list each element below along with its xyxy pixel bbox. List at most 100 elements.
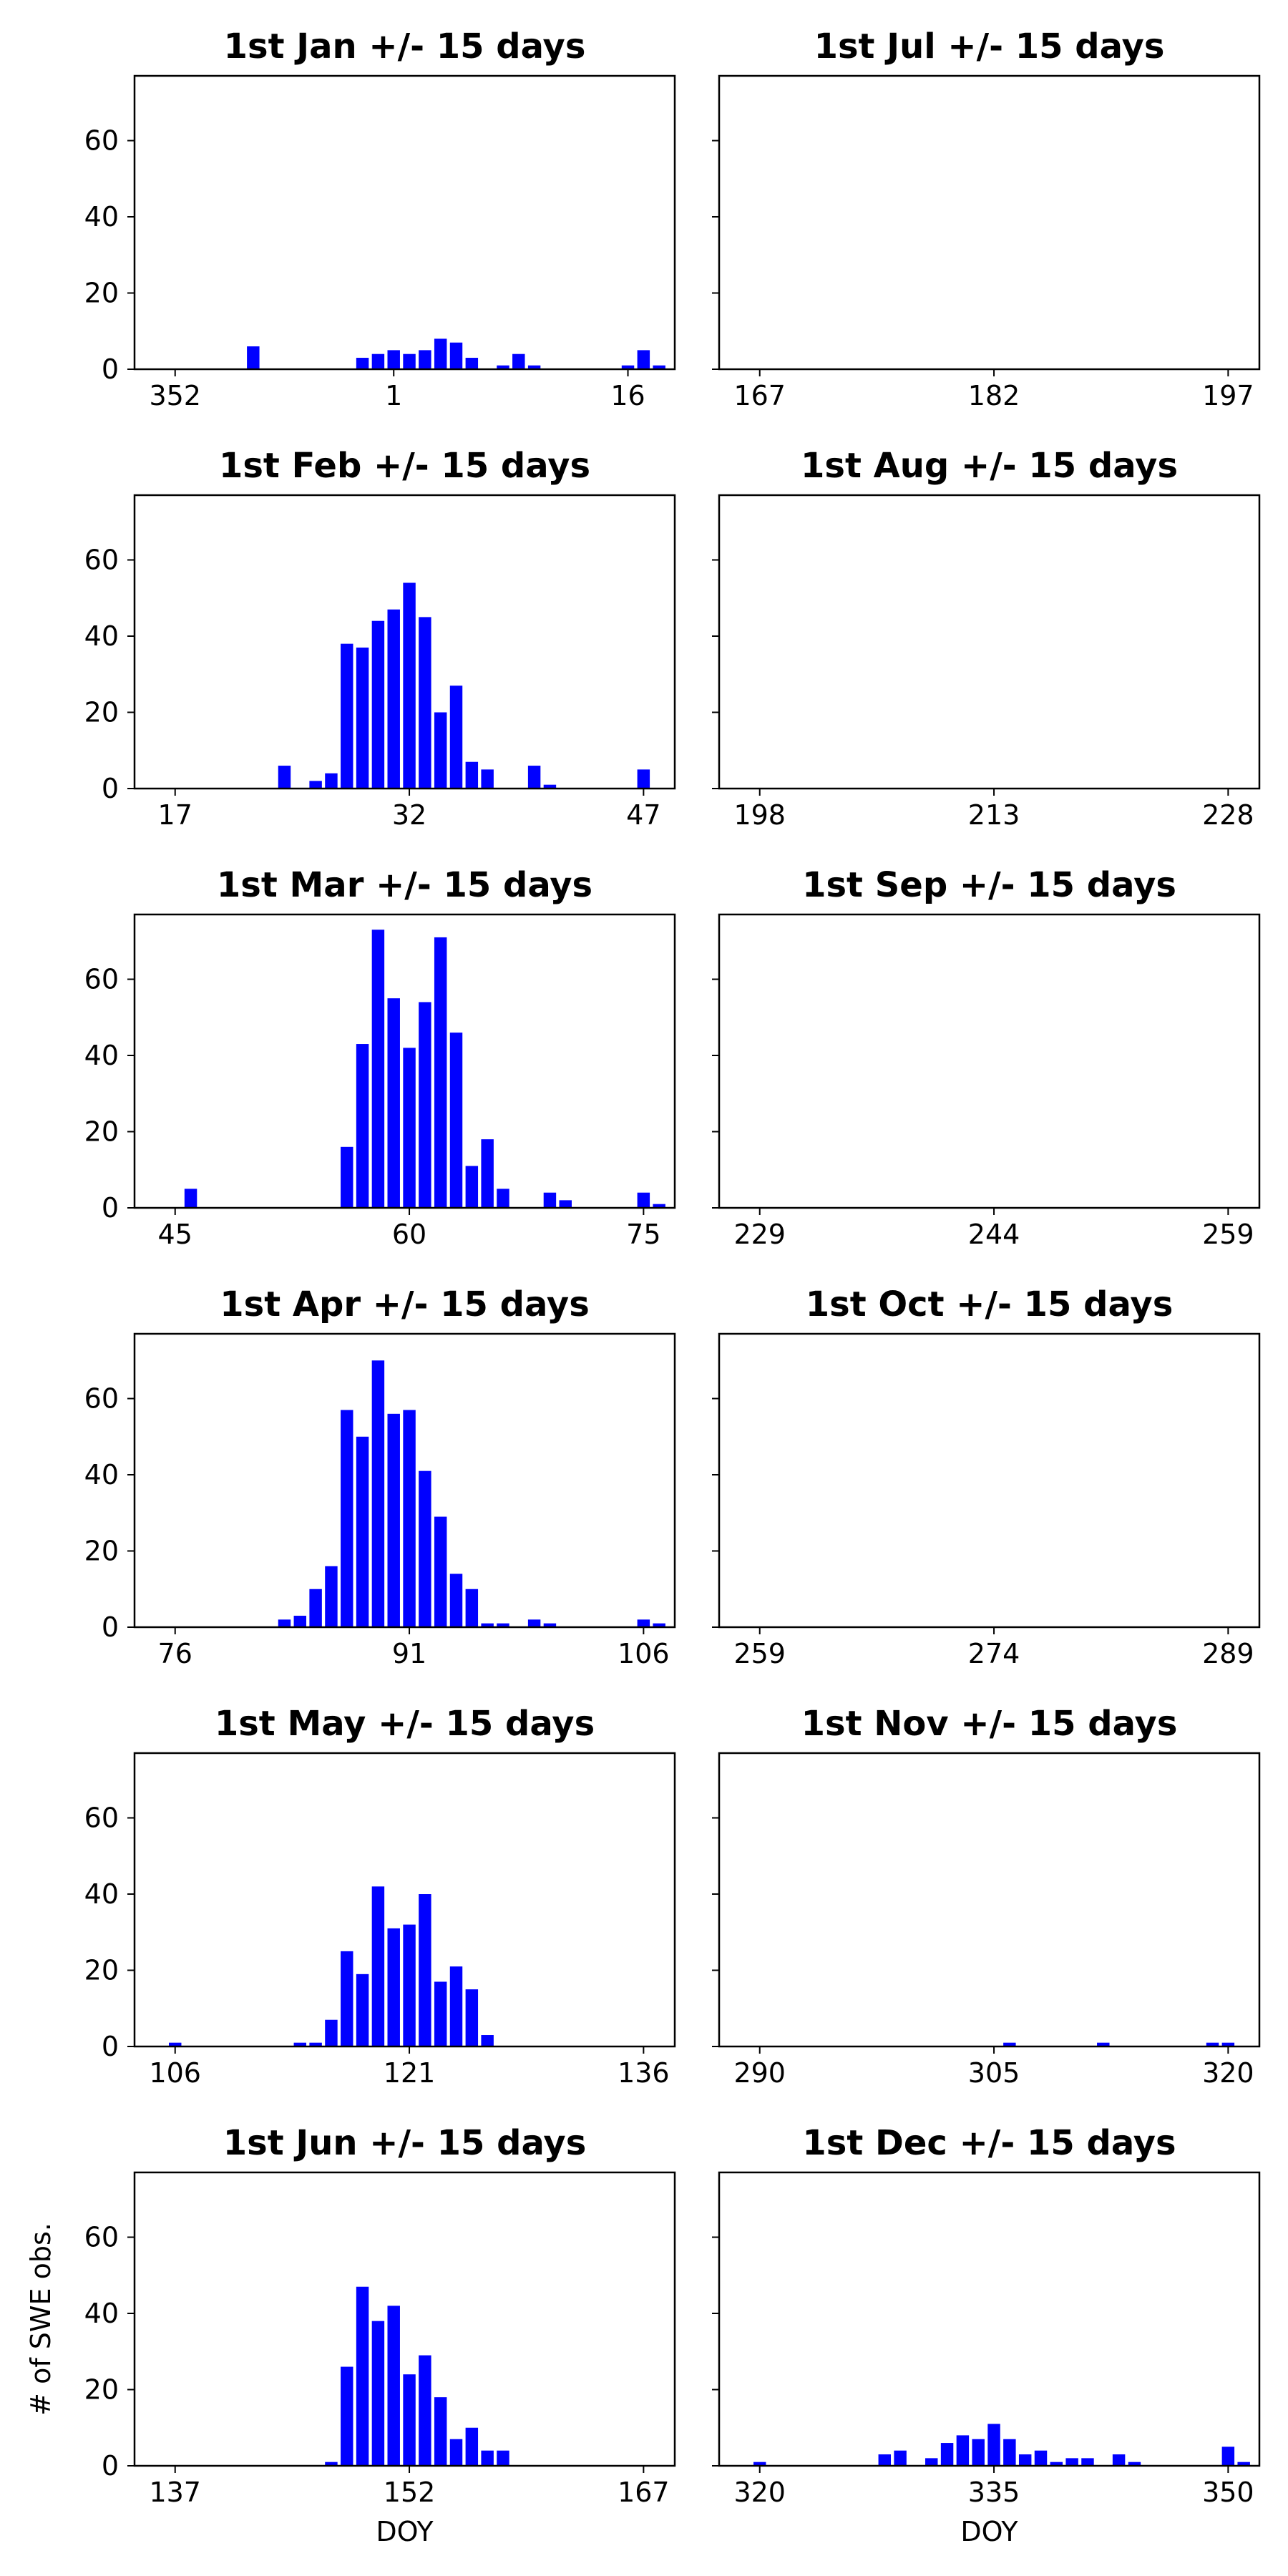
bar (1112, 2454, 1126, 2466)
y-tick-label: 60 (84, 1383, 119, 1415)
chart-panel-3: 17 32 47 0 20 40 60 1st Feb +/- 15 days (84, 446, 676, 831)
x-tick-label: 76 (158, 1638, 192, 1669)
bar (387, 1928, 400, 2046)
chart-title: 1st Aug +/- 15 days (801, 446, 1178, 486)
bar (403, 353, 416, 369)
axes-frame (718, 1332, 1261, 1629)
bar (1081, 2458, 1094, 2466)
bar (987, 2424, 1000, 2466)
x-tick-label: 152 (384, 2477, 436, 2508)
chart-title: 1st Mar +/- 15 days (217, 865, 592, 905)
y-tick-label: 60 (84, 2222, 119, 2253)
y-tick-label: 0 (102, 2450, 119, 2482)
bar (387, 2306, 400, 2466)
bar (512, 353, 525, 369)
chart-title: 1st Feb +/- 15 days (219, 446, 590, 486)
bar (341, 643, 353, 789)
bar (434, 2397, 447, 2466)
bar (465, 1589, 479, 1627)
x-tick-label: 1 (385, 380, 402, 411)
bar (1237, 2462, 1250, 2466)
bar (878, 2454, 892, 2466)
chart-title: 1st Apr +/- 15 days (220, 1284, 590, 1324)
y-tick-label: 0 (102, 353, 119, 385)
axes-frame (133, 2171, 676, 2467)
bar (637, 1619, 650, 1627)
chart-panel-1: 352 1 16 0 20 40 60 1st Jan +/- 15 days (84, 26, 676, 411)
chart-panel-12: 320 335 350 1st Dec +/- 15 days DOY (712, 2123, 1261, 2547)
bar (1050, 2462, 1063, 2466)
x-tick-label: 320 (1202, 2057, 1254, 2089)
bar (356, 1974, 369, 2046)
bar (325, 773, 338, 789)
x-tick-label: 320 (733, 2477, 786, 2508)
bar (621, 365, 635, 369)
chart-title: 1st Oct +/- 15 days (806, 1284, 1174, 1324)
chart-panel-8: 259 274 289 1st Oct +/- 15 days (712, 1284, 1261, 1669)
bar (637, 350, 650, 369)
x-tick-label: 290 (733, 2057, 786, 2089)
bar (434, 712, 447, 789)
bar (753, 2462, 766, 2466)
x-tick-label: 137 (149, 2477, 201, 2508)
bar (1018, 2454, 1032, 2466)
bar (309, 1589, 322, 1627)
bar (527, 766, 541, 789)
bar (387, 998, 400, 1208)
bar (403, 2374, 416, 2466)
chart-panel-10: 290 305 320 1st Nov +/- 15 days (712, 1704, 1261, 2089)
x-tick-label: 305 (968, 2057, 1020, 2089)
bar (1065, 2458, 1078, 2466)
x-tick-label: 45 (158, 1219, 192, 1250)
x-tick-label: 350 (1202, 2477, 1254, 2508)
bar (449, 686, 463, 789)
bar (419, 2355, 431, 2466)
axes-frame (133, 494, 676, 790)
x-tick-label: 244 (968, 1219, 1020, 1250)
bar (543, 1623, 557, 1627)
x-tick-label: 259 (733, 1638, 786, 1669)
chart-panel-4: 198 213 228 1st Aug +/- 15 days (712, 446, 1261, 831)
bar (293, 1616, 307, 1627)
bar (169, 2042, 182, 2046)
chart-panel-6: 229 244 259 1st Sep +/- 15 days (712, 865, 1261, 1250)
bar (341, 1951, 353, 2046)
bar (925, 2458, 938, 2466)
chart-panel-11: 137 152 167 0 20 40 60 1st Jun +/- 15 days DOY # … (25, 2123, 676, 2547)
chart-panel-5: 45 60 75 0 20 40 60 1st Mar +/- 15 days (84, 865, 676, 1250)
bar (356, 358, 369, 369)
bar (1206, 2042, 1219, 2046)
bar (325, 2019, 338, 2046)
bar (1034, 2450, 1048, 2466)
bar (1097, 2042, 1110, 2046)
bar (278, 1619, 291, 1627)
y-tick-label: 0 (102, 1611, 119, 1643)
bar (481, 769, 494, 789)
chart-title: 1st Jul +/- 15 days (814, 26, 1165, 67)
y-tick-label: 20 (84, 1116, 119, 1148)
y-tick-label: 20 (84, 2374, 119, 2406)
x-tick-label: 229 (733, 1219, 786, 1250)
y-tick-label: 60 (84, 125, 119, 157)
x-tick-label: 213 (968, 799, 1020, 831)
bar (403, 1048, 416, 1208)
bar (465, 1166, 479, 1208)
chart-title: 1st Nov +/- 15 days (801, 1704, 1178, 1744)
bar (309, 2042, 322, 2046)
bar (497, 365, 509, 369)
bar (356, 1436, 369, 1627)
y-tick-label: 40 (84, 2298, 119, 2329)
bar (325, 2462, 338, 2466)
axes-frame (718, 1752, 1261, 2048)
bar (387, 609, 400, 789)
y-tick-label: 20 (84, 1955, 119, 1986)
bar (278, 766, 291, 789)
bar (527, 1619, 541, 1627)
y-tick-label: 40 (84, 201, 119, 233)
axes-frame (133, 913, 676, 1209)
x-axis-label: DOY (960, 2516, 1018, 2547)
bar (465, 358, 479, 369)
bar (956, 2435, 970, 2466)
bar (1128, 2462, 1141, 2466)
bar (940, 2443, 954, 2466)
